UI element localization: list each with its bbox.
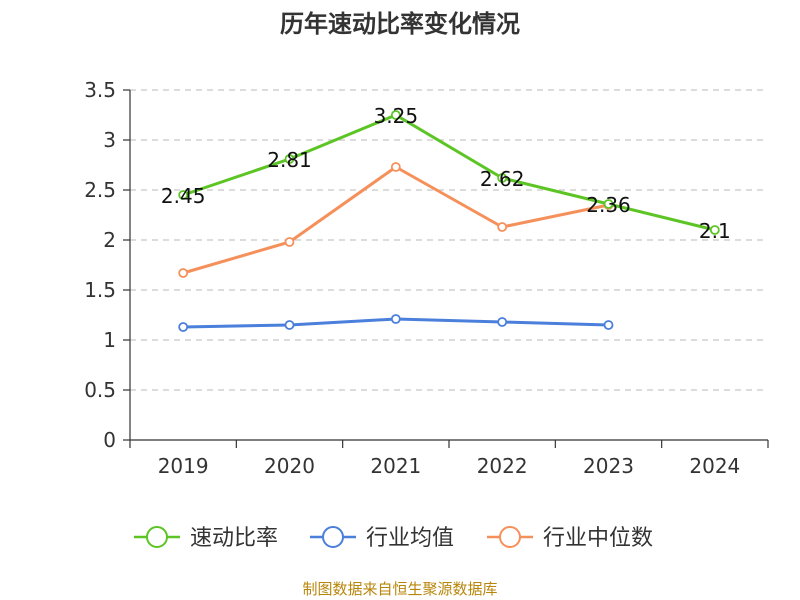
- data-point: [178, 322, 189, 332]
- data-point: [497, 173, 508, 183]
- data-point: [603, 320, 614, 330]
- legend-marker: [146, 526, 168, 548]
- y-tick-label: 2.5: [84, 178, 116, 202]
- data-point: [390, 162, 401, 172]
- data-label: 2.45: [161, 184, 206, 208]
- y-tick-label: 1.5: [84, 278, 116, 302]
- data-point: [284, 154, 295, 164]
- x-tick-label: 2020: [264, 454, 315, 478]
- x-tick-label: 2024: [689, 454, 740, 478]
- legend: 速动比率 行业均值 行业中位数: [134, 526, 653, 551]
- legend-marker: [499, 526, 521, 548]
- data-point: [497, 222, 508, 232]
- y-tick-label: 0: [103, 428, 116, 452]
- data-point: [178, 190, 189, 200]
- data-point: [178, 268, 189, 278]
- x-tick-label: 2019: [158, 454, 209, 478]
- data-label: 2.62: [480, 167, 525, 191]
- legend-marker: [322, 526, 344, 548]
- legend-label: 行业中位数: [543, 526, 653, 551]
- x-tick-label: 2023: [583, 454, 634, 478]
- y-tick-label: 3: [103, 128, 116, 152]
- data-point: [603, 199, 614, 209]
- series-line: [181, 165, 610, 275]
- axes: 0 0.5 1 1.5 2 2.5 3 3.5 2019 2020 2021 2022 2023 2024: [84, 78, 769, 478]
- y-tick-label: 1: [103, 328, 116, 352]
- data-point: [709, 225, 720, 235]
- data-label: 2.36: [586, 193, 631, 217]
- chart-title: 历年速动比率变化情况: [280, 10, 520, 38]
- data-label: 2.1: [699, 219, 731, 243]
- data-point: [390, 314, 401, 324]
- series-line: [181, 113, 717, 232]
- data-labels: 2.45 2.81 3.25 2.62 2.36 2.1: [161, 104, 731, 243]
- y-tick-label: 0.5: [84, 378, 116, 402]
- source-note: 制图数据来自恒生聚源数据库: [302, 580, 497, 598]
- data-point: [284, 237, 295, 247]
- x-tick-label: 2022: [477, 454, 528, 478]
- data-point: [497, 317, 508, 327]
- x-tick-label: 2021: [370, 454, 421, 478]
- data-point: [284, 320, 295, 330]
- legend-label: 行业均值: [366, 526, 454, 551]
- y-tick-label: 3.5: [84, 78, 116, 102]
- grid-lines: [130, 89, 768, 391]
- data-label: 3.25: [374, 104, 419, 128]
- data-label: 2.81: [267, 148, 312, 172]
- data-point: [390, 110, 401, 120]
- series-lines: [178, 110, 720, 332]
- y-tick-label: 2: [103, 228, 116, 252]
- legend-label: 速动比率: [190, 526, 278, 551]
